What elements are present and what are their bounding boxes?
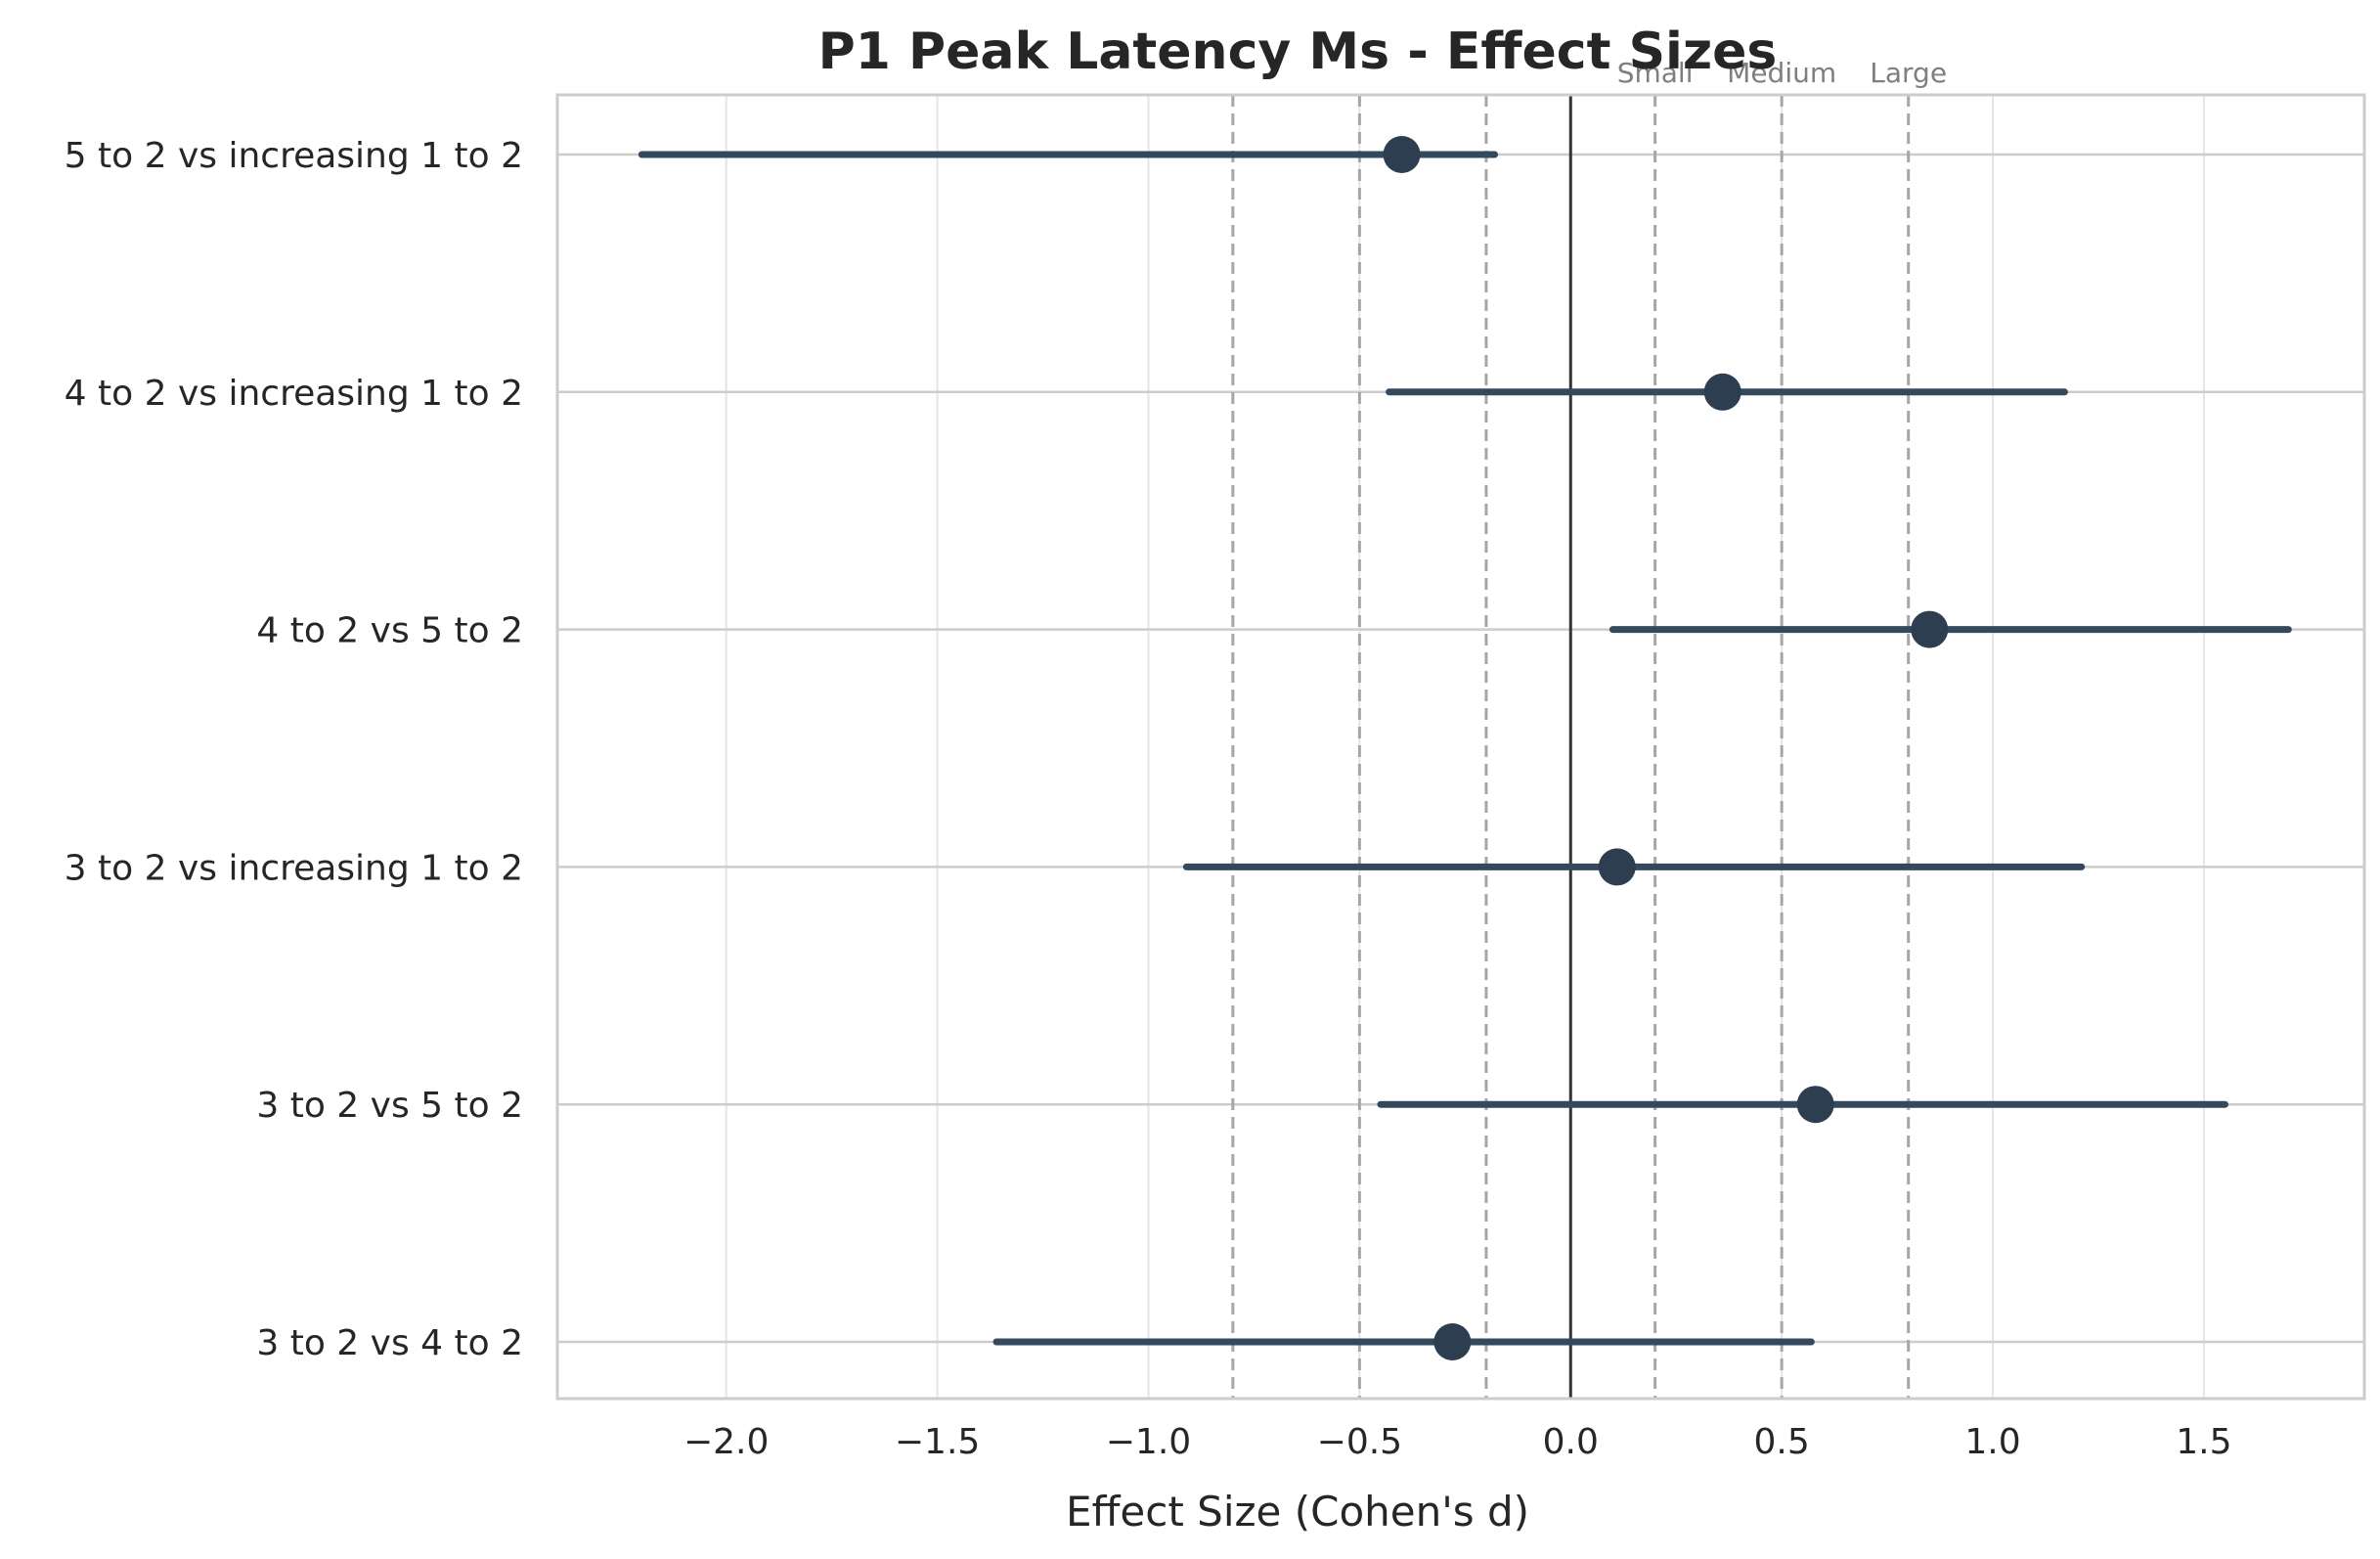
x-tick-label: 1.0	[1964, 1422, 2020, 1462]
chart-title: P1 Peak Latency Ms - Effect Sizes	[818, 22, 1778, 81]
y-tick-label: 4 to 2 vs increasing 1 to 2	[65, 374, 523, 414]
data-layer	[638, 136, 2292, 1360]
plot-frame	[555, 93, 2366, 1401]
effect-point	[1598, 848, 1636, 886]
threshold-label: Small	[1617, 57, 1694, 89]
threshold-labels: Small Medium Large	[1617, 57, 1947, 89]
x-axis-label: Effect Size (Cohen's d)	[1066, 1488, 1529, 1536]
x-tick-label: 0.5	[1754, 1422, 1810, 1462]
y-tick-label: 3 to 2 vs increasing 1 to 2	[65, 848, 523, 888]
effect-point	[1703, 373, 1741, 411]
y-tick-label: 4 to 2 vs 5 to 2	[256, 611, 523, 651]
effect-point	[1911, 610, 1949, 648]
x-tick-labels: −2.0 −1.5 −1.0 −0.5 0.0 0.5 1.0 1.5	[683, 1422, 2232, 1462]
x-tick-label: −0.5	[1317, 1422, 1402, 1462]
y-tick-label: 3 to 2 vs 4 to 2	[256, 1323, 523, 1363]
x-tick-label: −1.0	[1106, 1422, 1191, 1462]
x-tick-label: −1.5	[895, 1422, 980, 1462]
x-tick-label: 0.0	[1543, 1422, 1599, 1462]
x-tick-label: 1.5	[2176, 1422, 2231, 1462]
y-tick-label: 5 to 2 vs increasing 1 to 2	[65, 136, 523, 176]
threshold-label: Large	[1870, 57, 1947, 89]
effect-point	[1796, 1086, 1834, 1124]
x-tick-label: −2.0	[683, 1422, 769, 1462]
threshold-label: Medium	[1727, 57, 1836, 89]
effect-point	[1433, 1323, 1472, 1360]
threshold-layer	[1231, 95, 1911, 1399]
effect-point	[1383, 136, 1421, 173]
y-tick-labels: 5 to 2 vs increasing 1 to 2 4 to 2 vs inc…	[65, 136, 523, 1363]
y-tick-label: 3 to 2 vs 5 to 2	[256, 1086, 523, 1126]
